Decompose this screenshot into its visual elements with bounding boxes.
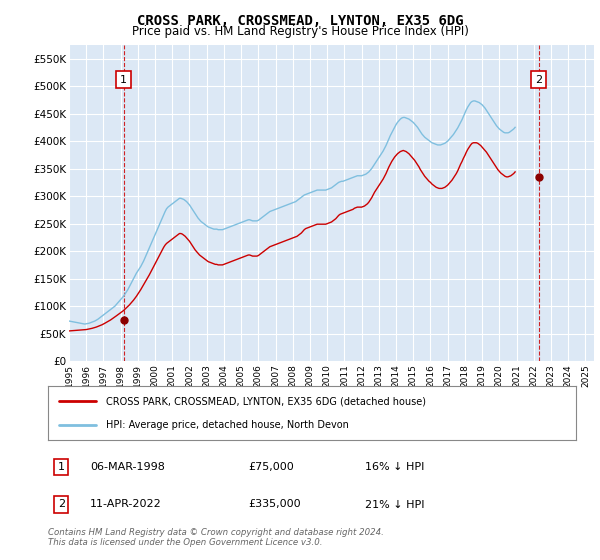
Text: 21% ↓ HPI: 21% ↓ HPI xyxy=(365,500,424,510)
Text: CROSS PARK, CROSSMEAD, LYNTON, EX35 6DG (detached house): CROSS PARK, CROSSMEAD, LYNTON, EX35 6DG … xyxy=(106,396,426,407)
Text: £335,000: £335,000 xyxy=(248,500,301,510)
Text: CROSS PARK, CROSSMEAD, LYNTON, EX35 6DG: CROSS PARK, CROSSMEAD, LYNTON, EX35 6DG xyxy=(137,14,463,28)
Text: 11-APR-2022: 11-APR-2022 xyxy=(90,500,162,510)
Text: 16% ↓ HPI: 16% ↓ HPI xyxy=(365,462,424,472)
Text: 2: 2 xyxy=(58,500,65,510)
Text: HPI: Average price, detached house, North Devon: HPI: Average price, detached house, Nort… xyxy=(106,420,349,430)
Text: 2: 2 xyxy=(535,74,542,85)
Text: Contains HM Land Registry data © Crown copyright and database right 2024.
This d: Contains HM Land Registry data © Crown c… xyxy=(48,528,384,547)
Text: Price paid vs. HM Land Registry's House Price Index (HPI): Price paid vs. HM Land Registry's House … xyxy=(131,25,469,38)
Text: £75,000: £75,000 xyxy=(248,462,295,472)
Text: 1: 1 xyxy=(120,74,127,85)
Text: 06-MAR-1998: 06-MAR-1998 xyxy=(90,462,165,472)
Text: 1: 1 xyxy=(58,462,65,472)
